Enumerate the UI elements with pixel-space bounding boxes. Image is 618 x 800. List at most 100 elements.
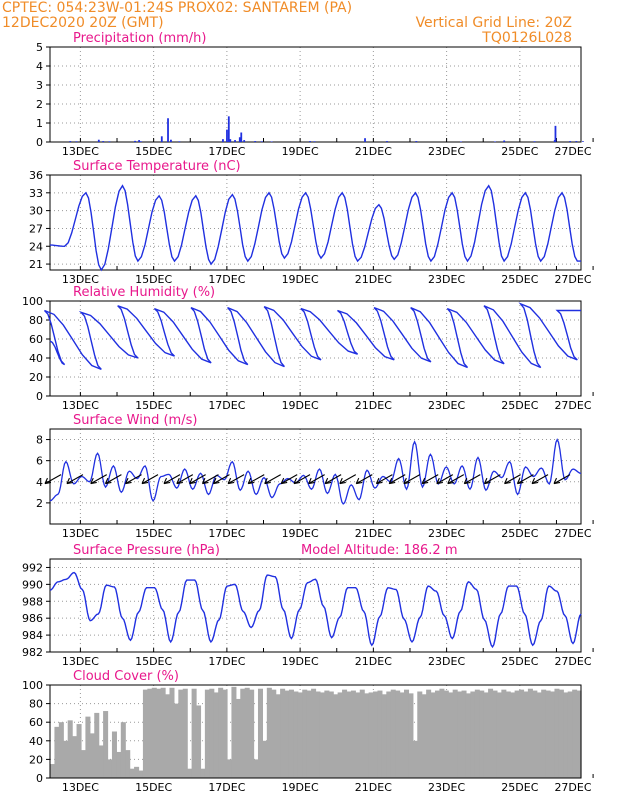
precip-bar xyxy=(140,141,142,142)
cloud-bar xyxy=(519,689,525,778)
precip-bar xyxy=(102,141,105,142)
wind-arrow-head xyxy=(531,477,539,485)
cloud-bar xyxy=(465,693,471,778)
cloud-bar xyxy=(191,688,197,778)
wind-arrow-head xyxy=(44,477,52,485)
wind-arrow-head xyxy=(436,477,443,485)
wind-arrow xyxy=(421,474,439,485)
wind-arrow xyxy=(436,474,454,485)
cloud-bar xyxy=(218,687,224,778)
x-tick-label: 23DEC xyxy=(428,145,465,158)
x-tick-label: 15DEC xyxy=(135,781,172,794)
cloud-bar xyxy=(355,692,361,778)
cloud-bar xyxy=(514,690,520,778)
y-tick-label: 4 xyxy=(36,60,43,73)
precip-bar xyxy=(270,141,273,143)
wind-arrow xyxy=(280,474,298,485)
cloud-bar xyxy=(138,770,144,778)
cloud-bar xyxy=(501,689,507,778)
x-tick-label: 27DEC xyxy=(554,527,591,540)
cloud-bar xyxy=(492,690,498,778)
y-tick-label: 3 xyxy=(36,79,43,92)
wind-arrow-head xyxy=(125,477,132,485)
x-tick-label: 21DEC xyxy=(355,781,392,794)
cloud-bar xyxy=(377,690,383,778)
precip-bar xyxy=(240,132,243,142)
cloud-bar xyxy=(311,688,317,778)
precip-bar xyxy=(97,139,100,142)
wind-arrow-head xyxy=(176,477,183,485)
x-tick-label: 19DEC xyxy=(282,399,319,412)
cloud-bar xyxy=(350,690,356,778)
cloud-bar xyxy=(63,740,69,778)
wind-arrow-head xyxy=(447,477,454,485)
x-tick-label: 27DEC xyxy=(554,399,591,412)
cloud-bar xyxy=(244,687,250,778)
panel-title: Surface Temperature (nC) xyxy=(73,159,241,174)
wind-arrow xyxy=(213,474,230,485)
cloud-bar xyxy=(527,688,533,778)
cloud-bar xyxy=(470,691,476,778)
cloud-bar xyxy=(404,689,410,778)
y-tick-label: 24 xyxy=(29,240,43,253)
cloud-bar xyxy=(496,692,502,778)
y-tick-label: 988 xyxy=(22,595,43,608)
y-tick-label: 40 xyxy=(29,735,43,748)
cloud-bar xyxy=(98,745,104,778)
precip-bar xyxy=(226,129,228,142)
y-tick-label: 27 xyxy=(29,222,43,235)
y-tick-label: 1 xyxy=(36,117,43,130)
cloud-bar xyxy=(368,692,374,778)
cloud-bar xyxy=(488,688,494,778)
x-tick-label: 13DEC xyxy=(62,781,99,794)
panel-title: Precipitation (mm/h) xyxy=(73,31,206,46)
panel-border xyxy=(49,428,582,525)
wind-arrow xyxy=(227,474,245,485)
cloud-bar xyxy=(173,703,179,778)
y-tick-label: 60 xyxy=(29,716,43,729)
x-tick-label: 13DEC xyxy=(62,655,99,668)
y-tick-label: 5 xyxy=(36,41,43,54)
wind-speed-line xyxy=(49,438,582,505)
x-tick-label: 15DEC xyxy=(135,145,172,158)
forecast-datetime: 12DEC2020 20Z (GMT) xyxy=(2,15,164,31)
precip-bar xyxy=(309,141,312,142)
cloud-bar xyxy=(390,689,396,778)
cloud-bar xyxy=(364,693,370,778)
precip-bar xyxy=(234,140,236,142)
x-tick-label: 23DEC xyxy=(428,655,465,668)
wind-arrow xyxy=(202,474,219,485)
cloud-bar xyxy=(67,720,73,778)
y-tick-label: 20 xyxy=(29,753,43,766)
x-tick-label: 25DEC xyxy=(501,781,538,794)
wind-arrow xyxy=(403,474,421,485)
wind-arrow-head xyxy=(553,477,561,485)
wind-arrow-head xyxy=(463,477,471,485)
wind-arrow xyxy=(355,474,373,485)
x-tick-label: 23DEC xyxy=(428,527,465,540)
y-tick-label: 30 xyxy=(29,205,43,218)
x-tick-label: 13DEC xyxy=(62,145,99,158)
panel-border xyxy=(49,684,582,779)
x-tick-label: 17DEC xyxy=(208,527,245,540)
wind-arrow xyxy=(553,474,571,485)
cloud-bar xyxy=(125,750,131,778)
cloud-bar xyxy=(89,733,95,778)
x-tick-label: 25DEC xyxy=(501,399,538,412)
y-tick-label: 2 xyxy=(36,497,43,510)
cloud-bar xyxy=(142,689,148,778)
wind-arrow xyxy=(324,474,342,485)
wind-arrow xyxy=(141,474,159,485)
precip-bar xyxy=(227,116,230,142)
cloud-bar xyxy=(448,692,454,778)
precip-bar xyxy=(364,138,366,142)
y-tick-label: 80 xyxy=(29,314,43,327)
cloud-bar xyxy=(50,764,56,778)
wind-arrow-head xyxy=(483,477,491,485)
cloud-bar xyxy=(545,690,551,778)
cloud-bar xyxy=(342,689,348,778)
precip-bar xyxy=(75,141,78,142)
panel-title: Cloud Cover (%) xyxy=(73,669,179,684)
precip-bar xyxy=(415,141,418,142)
x-tick-label: 15DEC xyxy=(135,399,172,412)
